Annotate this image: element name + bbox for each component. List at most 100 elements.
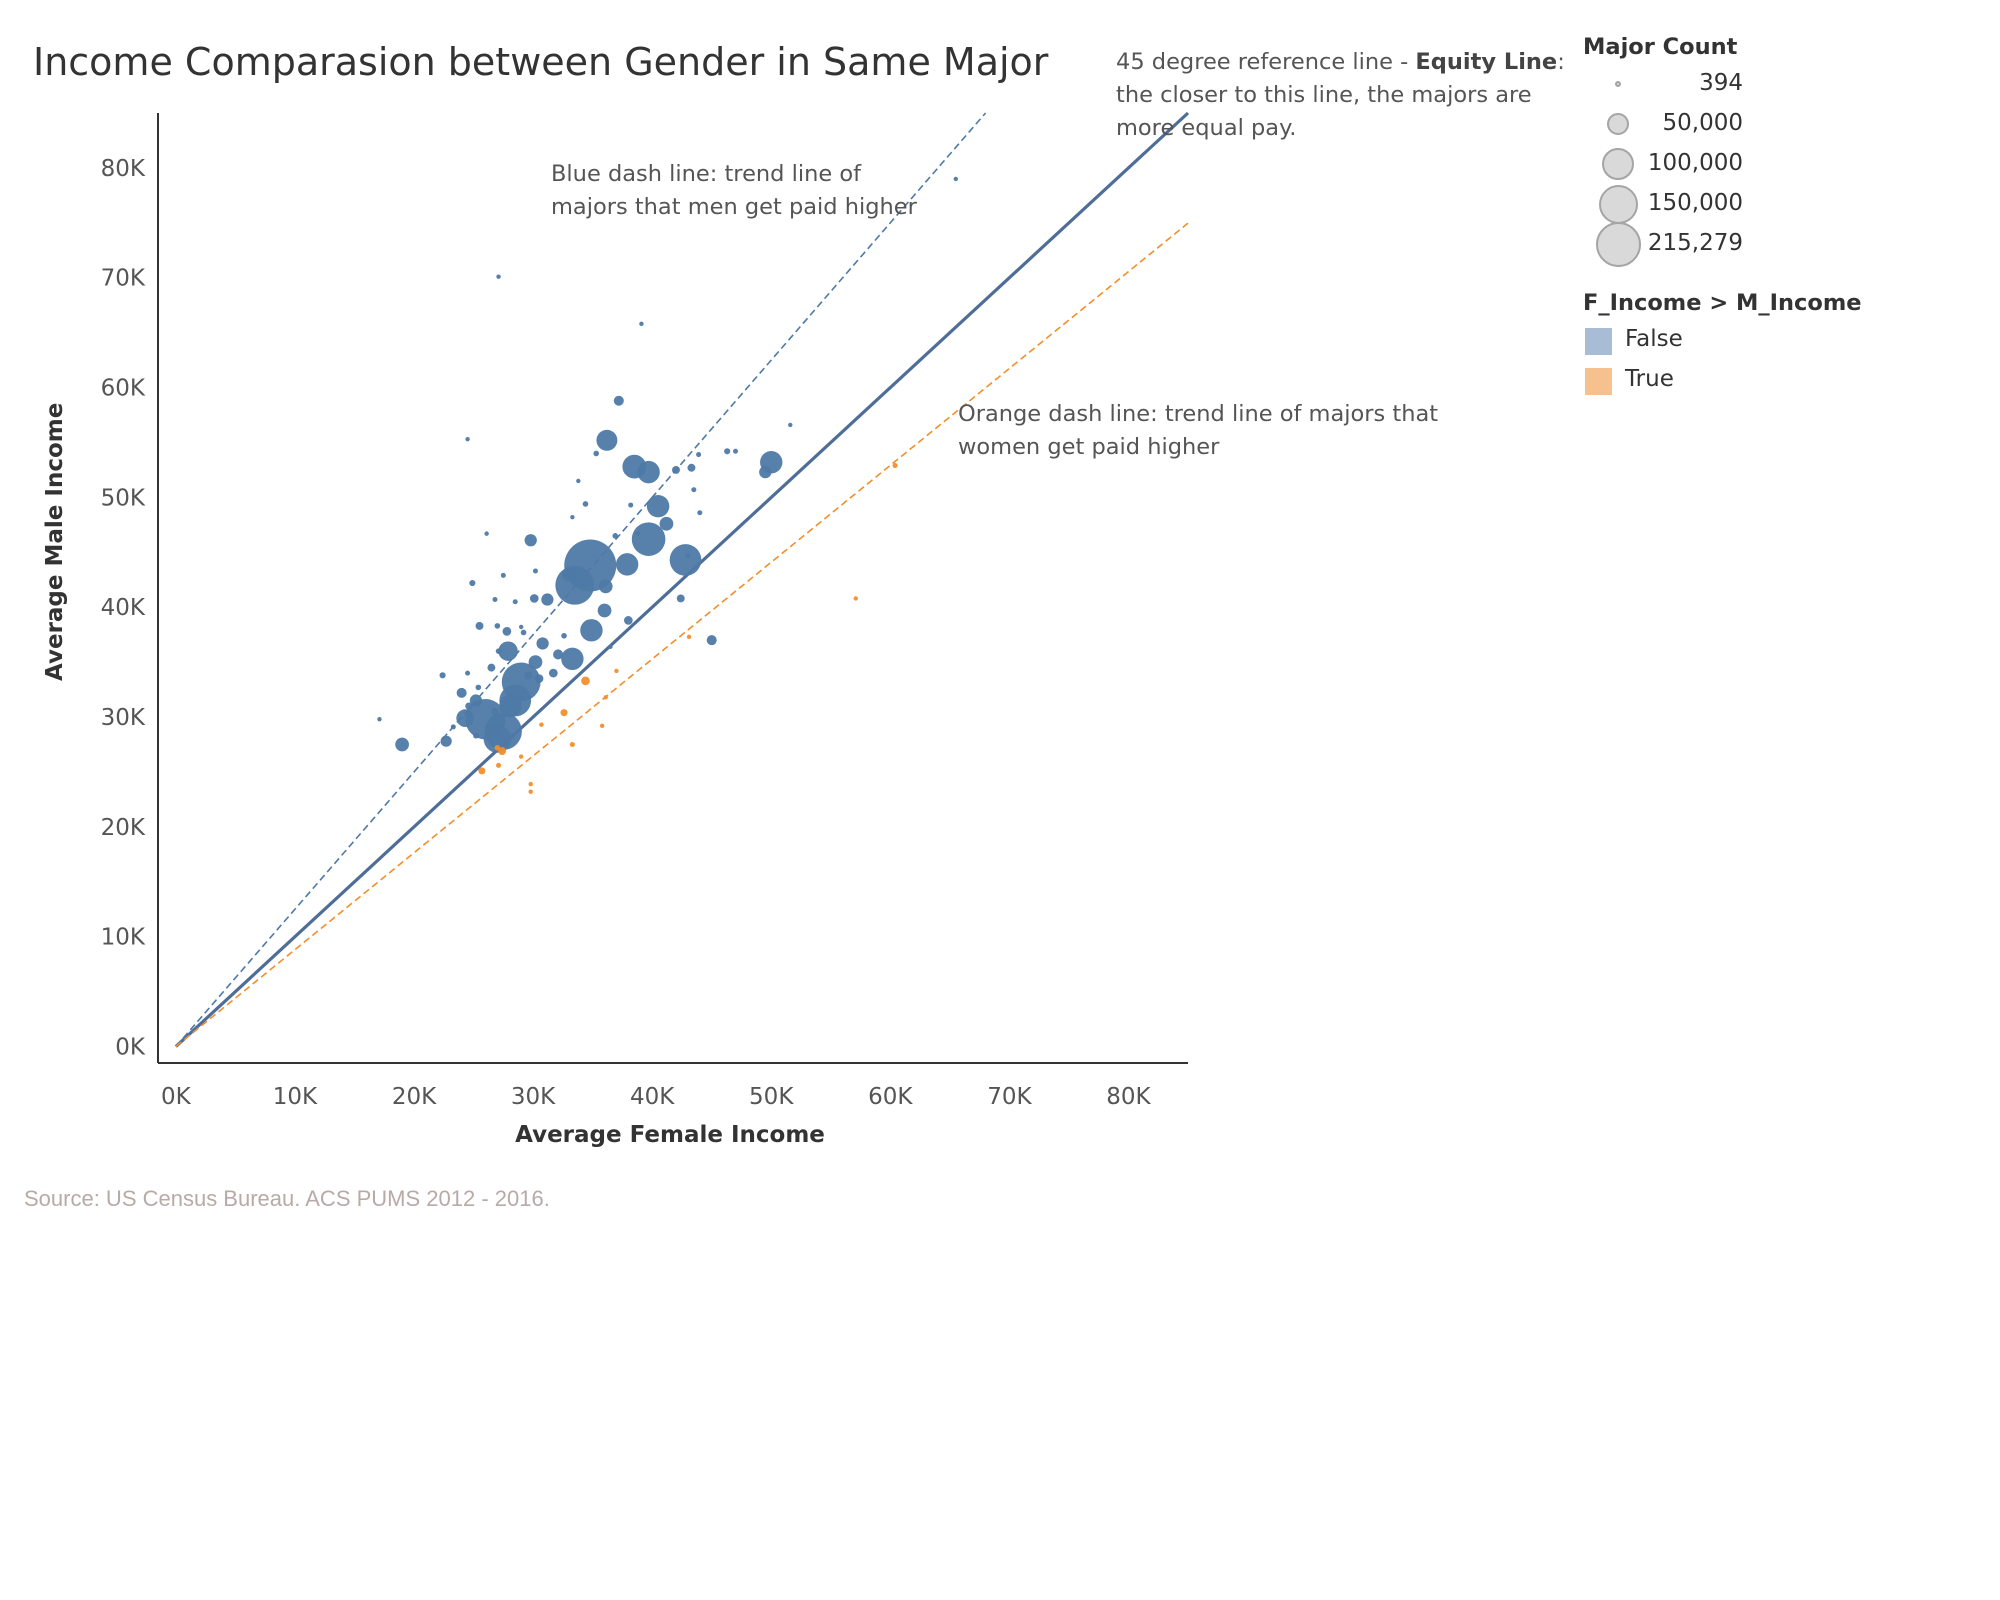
point-false-26 xyxy=(541,593,554,606)
point-false-67 xyxy=(733,448,739,454)
point-false-76 xyxy=(518,624,524,630)
color-legend-label: True xyxy=(1625,366,1674,392)
point-false-33 xyxy=(553,649,564,660)
point-true-13 xyxy=(599,723,605,729)
reference-line-0 xyxy=(174,111,1190,1048)
point-true-0 xyxy=(581,676,590,686)
point-true-2 xyxy=(560,709,568,717)
point-false-70 xyxy=(697,510,703,516)
point-false-36 xyxy=(624,616,633,625)
x-tick-label-6: 60K xyxy=(868,1084,913,1110)
point-false-71 xyxy=(685,553,691,559)
color-legend-item[interactable]: True xyxy=(1583,360,1983,400)
point-false-24 xyxy=(598,579,613,594)
source-note: Source: US Census Bureau. ACS PUMS 2012 … xyxy=(24,1186,550,1211)
point-false-79 xyxy=(788,422,793,428)
y-tick-label-7: 70K xyxy=(101,266,146,292)
point-false-22 xyxy=(597,603,612,618)
y-axis-title: Average Male Income xyxy=(42,402,68,681)
x-tick-label-2: 20K xyxy=(392,1084,437,1110)
x-tick-label-3: 30K xyxy=(511,1084,556,1110)
size-legend-circle xyxy=(1607,113,1629,135)
equity-line-annotation: 45 degree reference line - Equity Line: … xyxy=(1116,46,1576,145)
point-false-55 xyxy=(582,501,589,507)
point-false-28 xyxy=(524,534,537,547)
point-false-81 xyxy=(465,436,470,442)
size-legend-circle xyxy=(1595,221,1641,267)
point-false-31 xyxy=(440,735,452,747)
y-tick-label-1: 10K xyxy=(101,925,146,951)
point-true-9 xyxy=(539,722,544,727)
y-tick-label-5: 50K xyxy=(101,485,146,511)
point-false-30 xyxy=(469,694,483,707)
size-legend-label: 50,000 xyxy=(1662,110,1743,136)
point-false-57 xyxy=(612,533,619,539)
point-false-35 xyxy=(456,687,467,698)
point-false-10 xyxy=(637,460,660,484)
size-legend: 394 50,000 100,000 150,000 215,279 xyxy=(1583,64,1983,267)
point-false-78 xyxy=(608,644,613,649)
color-legend-swatch xyxy=(1585,368,1612,395)
blue-annotation-line1: Blue dash line: trend line of xyxy=(551,161,862,187)
point-false-34 xyxy=(613,395,624,406)
point-false-60 xyxy=(473,732,479,739)
point-false-84 xyxy=(953,176,959,182)
point-false-43 xyxy=(687,463,696,472)
point-false-19 xyxy=(456,709,475,728)
point-false-20 xyxy=(395,737,409,752)
point-false-80 xyxy=(377,717,382,722)
point-false-58 xyxy=(520,629,527,636)
point-false-29 xyxy=(759,465,772,479)
point-false-52 xyxy=(494,623,501,629)
x-tick-label-8: 80K xyxy=(1106,1084,1151,1110)
point-false-17 xyxy=(596,429,618,451)
x-tick-label-5: 50K xyxy=(749,1084,794,1110)
point-false-37 xyxy=(548,668,558,678)
reference-lines xyxy=(174,111,1190,1048)
x-tick-label-4: 40K xyxy=(630,1084,675,1110)
point-false-62 xyxy=(512,599,518,605)
size-legend-title: Major Count xyxy=(1583,34,1738,60)
point-true-12 xyxy=(528,789,533,794)
size-legend-item: 215,279 xyxy=(1583,221,1983,267)
point-false-47 xyxy=(491,708,499,716)
y-tick-label-8: 80K xyxy=(101,156,146,182)
point-false-69 xyxy=(691,487,697,493)
color-legend-item[interactable]: False xyxy=(1583,320,1983,360)
point-true-16 xyxy=(686,634,692,640)
equity-annotation-line3: more equal pay. xyxy=(1116,115,1297,141)
size-legend-circle xyxy=(1615,81,1621,87)
data-points xyxy=(377,176,959,794)
size-legend-item: 100,000 xyxy=(1583,144,1983,184)
point-false-49 xyxy=(439,672,446,679)
point-false-18 xyxy=(498,641,518,661)
point-false-16 xyxy=(499,694,522,718)
point-false-64 xyxy=(532,568,538,574)
size-legend-label: 215,279 xyxy=(1647,230,1743,256)
point-false-74 xyxy=(570,514,575,520)
x-tick-label-0: 0K xyxy=(161,1084,192,1110)
blue-annotation-line2: majors that men get paid higher xyxy=(551,194,917,220)
reference-line-2 xyxy=(175,222,1189,1048)
x-tick-label-7: 70K xyxy=(987,1084,1032,1110)
point-false-73 xyxy=(450,724,456,730)
point-false-38 xyxy=(529,594,539,603)
y-tick-label-6: 60K xyxy=(101,376,146,402)
orange-line-annotation: Orange dash line: trend line of majors t… xyxy=(958,398,1498,464)
point-false-42 xyxy=(676,594,685,603)
point-false-56 xyxy=(593,450,599,457)
color-legend: False True xyxy=(1583,320,1983,400)
color-legend-label: False xyxy=(1625,326,1683,352)
point-false-77 xyxy=(484,531,489,536)
point-false-5 xyxy=(631,522,666,556)
size-legend-circle xyxy=(1598,184,1638,224)
color-legend-title: F_Income > M_Income xyxy=(1583,290,1862,316)
point-false-68 xyxy=(696,452,702,458)
point-false-39 xyxy=(502,627,512,636)
point-false-53 xyxy=(495,648,502,654)
size-legend-label: 394 xyxy=(1699,70,1743,96)
y-tick-label-4: 40K xyxy=(101,595,146,621)
point-false-63 xyxy=(492,597,498,603)
